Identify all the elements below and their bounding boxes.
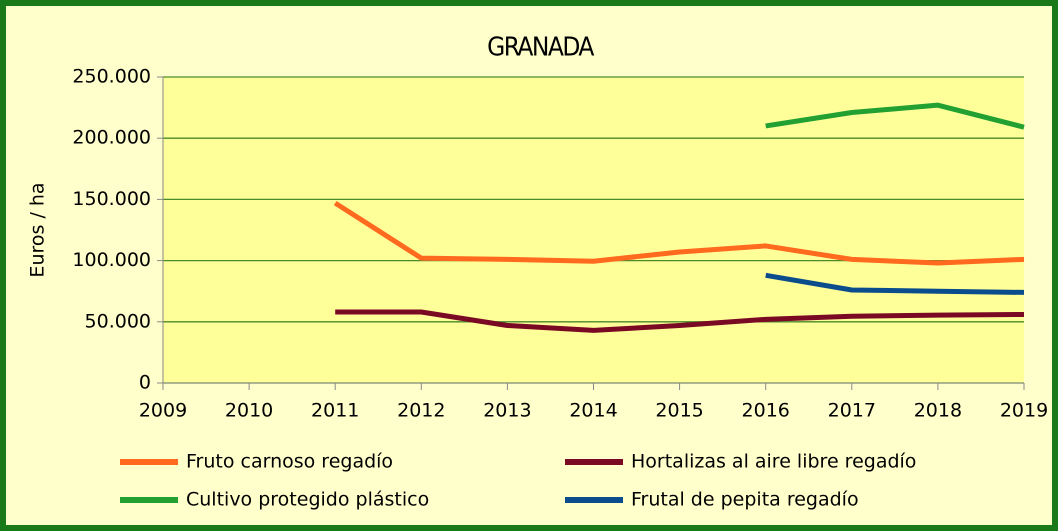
x-tick-label: 2011 [311, 400, 359, 422]
x-tick-label: 2018 [914, 400, 962, 422]
x-tick-label: 2017 [828, 400, 876, 422]
legend-label: Cultivo protegido plástico [186, 489, 429, 511]
x-tick-label: 2009 [139, 400, 187, 422]
series-line [333, 200, 1025, 266]
x-tick-label: 2016 [742, 400, 790, 422]
y-tick-label: 100.000 [72, 249, 151, 271]
y-tick-label: 200.000 [72, 127, 151, 149]
x-tick-label: 2015 [655, 400, 703, 422]
x-tick-label: 2013 [483, 400, 531, 422]
chart-title: GRANADA [487, 33, 594, 63]
y-tick-label: 0 [139, 372, 151, 394]
x-tick-label: 2012 [397, 400, 445, 422]
series-line [765, 272, 1025, 295]
y-tick-label: 50.000 [85, 310, 151, 332]
series-line [335, 309, 1025, 333]
y-axis-label: Euros / ha [27, 182, 49, 277]
legend-label: Fruto carnoso regadío [186, 451, 393, 473]
y-tick-label: 150.000 [72, 188, 151, 210]
y-tick-label: 250.000 [72, 66, 151, 88]
series-line [765, 102, 1025, 130]
legend-label: Hortalizas al aire libre regadío [631, 451, 916, 473]
x-tick-label: 2010 [225, 400, 273, 422]
plot-area [163, 77, 1024, 383]
x-tick-label: 2014 [569, 400, 617, 422]
legend-label: Frutal de pepita regadío [631, 489, 859, 511]
x-tick-label: 2019 [1000, 400, 1048, 422]
